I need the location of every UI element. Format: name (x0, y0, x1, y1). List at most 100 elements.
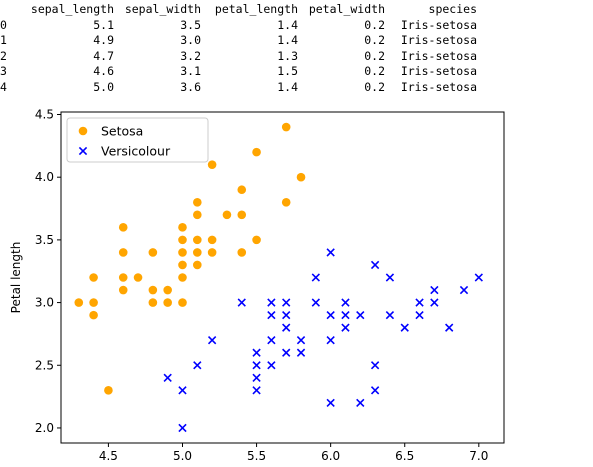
setosa-point (119, 286, 128, 295)
versicolour-point (431, 286, 438, 293)
row-index: 1 (0, 33, 22, 49)
y-axis-label: Petal length (9, 242, 23, 314)
versicolour-point (179, 424, 186, 431)
versicolour-point (268, 337, 275, 344)
versicolour-point (327, 312, 334, 319)
versicolour-point (283, 349, 290, 356)
table-row: 3 4.6 3.1 1.5 0.2 Iris-setosa (0, 64, 477, 80)
setosa-point (163, 298, 172, 307)
versicolour-point (357, 312, 364, 319)
versicolour-point (357, 399, 364, 406)
versicolour-point (179, 387, 186, 394)
versicolour-point (460, 286, 467, 293)
table-cell: 4.9 (22, 33, 114, 49)
setosa-point (237, 185, 246, 194)
versicolour-point (327, 399, 334, 406)
column-header (0, 2, 22, 18)
table-cell: 1.4 (201, 33, 298, 49)
x-tick-label: 6.5 (395, 449, 414, 463)
table-cell: Iris-setosa (385, 49, 477, 65)
column-header: species (385, 2, 477, 18)
setosa-point (89, 311, 98, 320)
table-header-row: sepal_length sepal_width petal_length pe… (0, 2, 477, 18)
table-row: 4 5.0 3.6 1.4 0.2 Iris-setosa (0, 80, 477, 96)
versicolour-point (194, 362, 201, 369)
versicolour-point (342, 299, 349, 306)
x-tick-label: 4.5 (99, 449, 118, 463)
table-cell: Iris-setosa (385, 18, 477, 34)
table-cell: Iris-setosa (385, 64, 477, 80)
versicolour-point (386, 274, 393, 281)
setosa-point (237, 248, 246, 257)
y-tick-label: 4.0 (35, 170, 54, 184)
x-tick-label: 5.5 (247, 449, 266, 463)
setosa-point (252, 148, 261, 157)
setosa-point (89, 273, 98, 282)
versicolour-point (401, 324, 408, 331)
setosa-point (119, 273, 128, 282)
table-row: 2 4.7 3.2 1.3 0.2 Iris-setosa (0, 49, 477, 65)
versicolour-point (253, 349, 260, 356)
setosa-point (119, 223, 128, 232)
setosa-point (178, 248, 187, 257)
setosa-point (178, 223, 187, 232)
table-cell: 5.1 (22, 18, 114, 34)
versicolour-point (342, 312, 349, 319)
table-cell: 0.2 (298, 80, 385, 96)
setosa-point (178, 236, 187, 245)
setosa-point (74, 298, 83, 307)
versicolour-point (372, 261, 379, 268)
setosa-point (193, 248, 202, 257)
versicolour-point (327, 337, 334, 344)
column-header: petal_width (298, 2, 385, 18)
column-header: petal_length (201, 2, 298, 18)
setosa-point (134, 273, 143, 282)
row-index: 2 (0, 49, 22, 65)
versicolour-point (253, 387, 260, 394)
versicolour-point (312, 274, 319, 281)
versicolour-point (268, 362, 275, 369)
setosa-point (178, 298, 187, 307)
row-index: 0 (0, 18, 22, 34)
legend: SetosaVersicolour (67, 118, 208, 162)
setosa-point (149, 298, 158, 307)
setosa-point (282, 198, 291, 207)
setosa-point (149, 248, 158, 257)
table-cell: 5.0 (22, 80, 114, 96)
versicolour-point (327, 249, 334, 256)
table-cell: 0.2 (298, 49, 385, 65)
versicolour-point (283, 299, 290, 306)
table-cell: 0.2 (298, 18, 385, 34)
versicolour-point (297, 337, 304, 344)
setosa-point (193, 211, 202, 220)
versicolour-point (416, 312, 423, 319)
setosa-point (193, 236, 202, 245)
setosa-point (178, 273, 187, 282)
table-cell: Iris-setosa (385, 33, 477, 49)
y-tick-label: 3.5 (35, 233, 54, 247)
versicolour-point (431, 299, 438, 306)
setosa-point (193, 198, 202, 207)
versicolour-point (342, 324, 349, 331)
versicolour-point (268, 312, 275, 319)
legend-marker-setosa (79, 127, 88, 136)
column-header: sepal_length (22, 2, 114, 18)
versicolour-point (253, 374, 260, 381)
y-tick-label: 3.0 (35, 296, 54, 310)
setosa-point (119, 248, 128, 257)
setosa-point (297, 173, 306, 182)
setosa-point (208, 236, 217, 245)
table-cell: 1.3 (201, 49, 298, 65)
versicolour-point (372, 362, 379, 369)
versicolour-point (283, 312, 290, 319)
table-cell: 0.2 (298, 33, 385, 49)
x-tick-label: 5.0 (173, 449, 192, 463)
scatter-plot: 4.5 5.0 5.5 6.0 6.5 7.0 2.0 2.5 3.0 3.5 4.0 4.5 Pet… (0, 105, 593, 467)
row-index: 4 (0, 80, 22, 96)
versicolour-point (297, 349, 304, 356)
setosa-point (237, 211, 246, 220)
table-cell: 0.2 (298, 64, 385, 80)
table-cell: 4.6 (22, 64, 114, 80)
versicolour-point (386, 312, 393, 319)
versicolour-point (446, 324, 453, 331)
